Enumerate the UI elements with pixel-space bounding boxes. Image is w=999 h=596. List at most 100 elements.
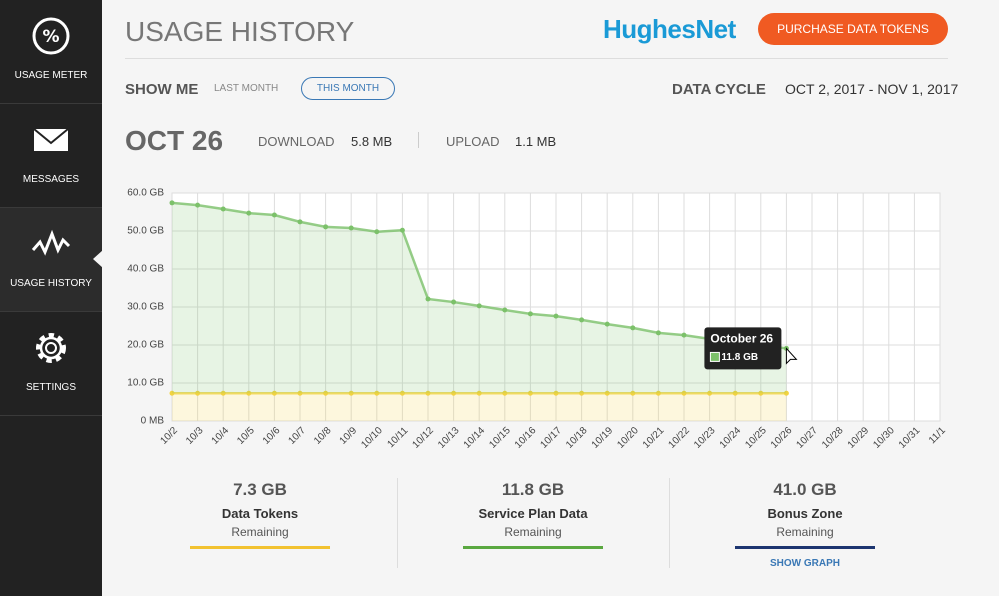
upload-value: 1.1 MB [515, 134, 557, 149]
x-tick-label: 10/6 [261, 425, 283, 447]
cycle-value: OCT 2, 2017 - NOV 1, 2017 [785, 81, 959, 97]
tooltip-value: 11.8 GB [721, 352, 758, 363]
upload-label: UPLOAD [446, 134, 500, 149]
y-tick-label: 50.0 GB [127, 226, 164, 237]
page-title: USAGE HISTORY [125, 16, 355, 47]
x-tick-label: 10/26 [769, 425, 795, 451]
data-point [246, 390, 252, 396]
data-point [374, 229, 380, 235]
x-tick-label: 10/7 [286, 425, 308, 447]
data-point [604, 321, 610, 327]
active-pointer [93, 250, 103, 268]
data-point [502, 307, 508, 313]
brand-logo: HughesNet [603, 14, 736, 44]
data-point [655, 390, 661, 396]
data-point [246, 210, 252, 216]
summary-subtitle: Remaining [231, 525, 289, 539]
x-tick-label: 10/24 [718, 425, 744, 451]
icon: % [32, 17, 70, 55]
data-point [604, 390, 610, 396]
tooltip-swatch [709, 351, 720, 362]
data-point [527, 390, 533, 396]
filter-option-selected[interactable]: THIS MONTH [301, 77, 395, 100]
x-tick-label: 10/21 [641, 425, 667, 451]
data-point [630, 325, 636, 331]
y-tick-label: 30.0 GB [127, 302, 164, 313]
data-point [707, 390, 713, 396]
nav-label: USAGE HISTORY [10, 278, 92, 289]
cycle-label: DATA CYCLE [672, 81, 766, 98]
data-point [169, 200, 175, 206]
data-point [681, 390, 687, 396]
x-tick-label: 10/3 [184, 425, 206, 447]
summary-value: 41.0 GB [773, 480, 837, 499]
x-tick-label: 10/4 [210, 425, 232, 447]
nav-settings[interactable]: SETTINGS [0, 312, 102, 416]
summary-subtitle: Remaining [776, 525, 834, 539]
x-tick-label: 10/11 [385, 425, 410, 450]
nav-usage-history[interactable]: USAGE HISTORY [0, 208, 102, 312]
x-tick-label: 10/8 [312, 425, 334, 447]
data-point [553, 313, 559, 319]
x-tick-label: 10/23 [692, 425, 718, 451]
summary-title: Service Plan Data [478, 506, 588, 521]
y-tick-label: 40.0 GB [127, 264, 164, 275]
data-point [348, 390, 354, 396]
x-tick-label: 10/17 [539, 425, 565, 451]
x-tick-label: 10/5 [235, 425, 257, 447]
summary-bar [190, 546, 330, 549]
y-tick-label: 20.0 GB [127, 340, 164, 351]
data-point [579, 390, 585, 396]
data-point [425, 390, 431, 396]
purchase-button[interactable]: PURCHASE DATA TOKENS [758, 13, 948, 45]
data-point [451, 299, 457, 305]
download-value: 5.8 MB [351, 134, 393, 149]
summary-bar [735, 546, 875, 549]
sidebar: % USAGE METER MESSAGES USAGE HISTORY SET… [0, 0, 102, 596]
summary-value: 11.8 GB [501, 480, 565, 499]
data-point [579, 317, 585, 323]
data-point [502, 390, 508, 396]
x-tick-label: 10/27 [795, 425, 821, 451]
x-tick-label: 10/9 [338, 425, 360, 447]
x-tick-label: 10/19 [590, 425, 616, 451]
data-point [451, 390, 457, 396]
data-point [630, 390, 636, 396]
icon [33, 128, 69, 151]
x-tick-label: 11/1 [927, 425, 948, 446]
y-tick-label: 10.0 GB [127, 378, 164, 389]
nav-label: USAGE METER [14, 70, 88, 81]
svg-text:%: % [42, 27, 59, 47]
y-tick-label: 60.0 GB [127, 188, 164, 199]
data-point [399, 390, 405, 396]
tooltip-title: October 26 [710, 332, 773, 346]
data-point [195, 390, 201, 396]
data-point [527, 311, 533, 317]
x-tick-label: 10/16 [513, 425, 539, 451]
data-point [553, 390, 559, 396]
filter-option[interactable]: LAST MONTH [214, 83, 279, 94]
data-point [220, 390, 226, 396]
data-point [732, 390, 738, 396]
data-point [348, 225, 354, 231]
icon [31, 229, 71, 256]
summary-title: Data Tokens [221, 506, 299, 521]
x-tick-label: 10/2 [158, 425, 180, 447]
data-point [195, 202, 201, 208]
summary-plan: 11.8 GB Service Plan Data Remaining [398, 480, 668, 549]
nav-messages[interactable]: MESSAGES [0, 104, 102, 208]
summary-subtitle: Remaining [504, 525, 562, 539]
show-graph-link[interactable]: SHOW GRAPH [770, 558, 840, 569]
x-tick-label: 10/28 [820, 425, 846, 451]
usage-chart: 0 MB 10.0 GB 20.0 GB 30.0 GB 40.0 GB 50.0 GB 6… [127, 188, 948, 451]
separator [397, 478, 398, 568]
summary-value: 7.3 GB [233, 480, 287, 499]
data-point [783, 390, 789, 396]
x-tick-label: 10/13 [436, 425, 462, 451]
x-tick-label: 10/12 [411, 425, 437, 451]
data-point [323, 224, 329, 230]
summary-title: Bonus Zone [767, 506, 843, 521]
tooltip-box [704, 327, 782, 370]
summary-tokens: 7.3 GB Data Tokens Remaining [125, 480, 395, 549]
nav-usage-meter[interactable]: % USAGE METER [0, 0, 102, 104]
